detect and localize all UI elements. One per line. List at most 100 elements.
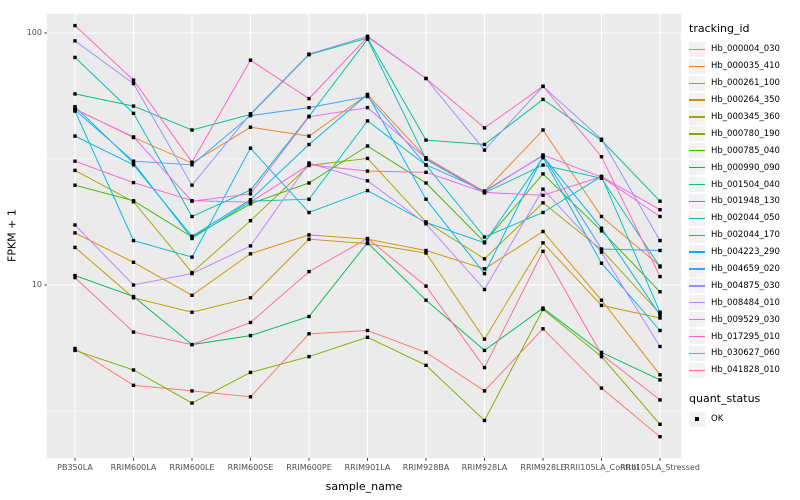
legend-key-swatch bbox=[689, 411, 705, 427]
data-point bbox=[599, 250, 604, 254]
data-point bbox=[658, 265, 662, 269]
data-point bbox=[541, 193, 545, 197]
data-point bbox=[482, 257, 487, 261]
legend-item-label: Hb_004223_290 bbox=[711, 247, 780, 258]
data-point bbox=[482, 348, 487, 353]
data-point bbox=[365, 37, 370, 41]
data-point bbox=[131, 159, 136, 163]
data-point bbox=[73, 273, 77, 278]
x-tick-label: RRIM928LA bbox=[461, 463, 508, 472]
data-point bbox=[599, 175, 604, 179]
data-point bbox=[658, 290, 662, 294]
data-point bbox=[599, 247, 604, 251]
x-tick-label: RRII105LA_Control bbox=[564, 463, 639, 472]
data-point bbox=[73, 159, 77, 163]
data-point bbox=[190, 183, 194, 187]
data-point bbox=[658, 344, 662, 349]
y-tick-label: 10 bbox=[31, 280, 42, 289]
data-point bbox=[541, 306, 545, 310]
data-point bbox=[307, 163, 311, 167]
data-point bbox=[599, 303, 604, 308]
legend-key-swatch bbox=[689, 345, 705, 361]
x-tick-label: RRIM600LA bbox=[110, 463, 157, 472]
legend-item-Hb_000261_100: Hb_000261_100 bbox=[689, 75, 799, 92]
data-point bbox=[482, 267, 487, 271]
data-point bbox=[599, 155, 604, 159]
x-tick-label: RRIM901LA bbox=[344, 463, 391, 472]
data-point bbox=[131, 104, 136, 108]
legend-key-swatch bbox=[689, 58, 705, 74]
data-point bbox=[541, 84, 545, 88]
data-point bbox=[482, 365, 487, 370]
data-point bbox=[541, 241, 545, 245]
data-point bbox=[599, 350, 604, 355]
data-point bbox=[307, 134, 311, 138]
data-point bbox=[541, 153, 545, 157]
legend-line-sample bbox=[689, 200, 705, 203]
legend-item-Hb_030627_060: Hb_030627_060 bbox=[689, 345, 799, 362]
data-point bbox=[658, 435, 662, 439]
legend-item-Hb_002044_050: Hb_002044_050 bbox=[689, 210, 799, 227]
data-point bbox=[131, 294, 136, 299]
legend-item-label: Hb_009529_030 bbox=[711, 314, 780, 325]
legend-item-label: Hb_000780_190 bbox=[711, 128, 780, 139]
legend-item-label: Hb_002044_050 bbox=[711, 213, 780, 224]
x-tick-label: RRIM928BA bbox=[402, 463, 450, 472]
legend-key-swatch bbox=[689, 177, 705, 193]
data-point bbox=[424, 363, 428, 367]
data-point bbox=[248, 370, 253, 375]
data-point bbox=[248, 320, 253, 325]
legend-item-label: Hb_000261_100 bbox=[711, 78, 780, 89]
data-point bbox=[658, 310, 662, 314]
data-point bbox=[248, 192, 253, 196]
data-point bbox=[365, 335, 370, 339]
data-point bbox=[599, 229, 604, 233]
data-point bbox=[190, 236, 194, 241]
legend-key-swatch bbox=[689, 210, 705, 226]
data-point bbox=[307, 142, 311, 147]
data-point bbox=[424, 222, 428, 226]
data-point bbox=[541, 128, 545, 132]
legend-key-swatch bbox=[689, 41, 705, 57]
data-point bbox=[131, 81, 136, 86]
data-point bbox=[73, 245, 77, 250]
legend-item-label: Hb_030627_060 bbox=[711, 348, 780, 359]
data-point bbox=[248, 198, 253, 202]
data-point bbox=[307, 269, 311, 274]
data-point bbox=[365, 156, 370, 161]
data-point bbox=[131, 111, 136, 115]
data-point bbox=[541, 172, 545, 176]
data-point bbox=[248, 252, 253, 256]
data-point bbox=[190, 163, 194, 167]
legend: tracking_id Hb_000004_030 Hb_000035_410 Hb… bbox=[689, 22, 799, 428]
legend-key-swatch bbox=[689, 126, 705, 142]
data-point bbox=[248, 200, 253, 204]
legend-item-label: Hb_001504_040 bbox=[711, 179, 780, 190]
data-point bbox=[541, 163, 545, 167]
legend-item-Hb_000345_360: Hb_000345_360 bbox=[689, 109, 799, 126]
legend-line-sample bbox=[689, 133, 705, 135]
legend-item-Hb_017295_010: Hb_017295_010 bbox=[689, 328, 799, 345]
data-point bbox=[658, 248, 662, 253]
legend-line-sample bbox=[689, 335, 705, 338]
legend-key-swatch bbox=[689, 193, 705, 209]
data-point bbox=[307, 52, 311, 56]
x-tick-label: PB350LA bbox=[57, 463, 93, 472]
legend-key-swatch bbox=[689, 75, 705, 91]
legend-quant-items: OK bbox=[689, 411, 799, 428]
data-point bbox=[73, 168, 77, 173]
legend-key-swatch bbox=[689, 244, 705, 260]
data-point bbox=[424, 284, 428, 288]
data-point bbox=[658, 199, 662, 203]
data-point bbox=[73, 231, 77, 235]
y-axis-title: FPKM + 1 bbox=[5, 209, 19, 263]
data-point bbox=[248, 146, 253, 150]
data-point bbox=[131, 180, 136, 185]
data-point bbox=[307, 354, 311, 359]
legend-item-Hb_009529_030: Hb_009529_030 bbox=[689, 311, 799, 328]
data-point bbox=[424, 163, 428, 167]
data-point bbox=[658, 313, 662, 317]
legend-item-Hb_002044_170: Hb_002044_170 bbox=[689, 227, 799, 244]
legend-key-swatch bbox=[689, 312, 705, 328]
